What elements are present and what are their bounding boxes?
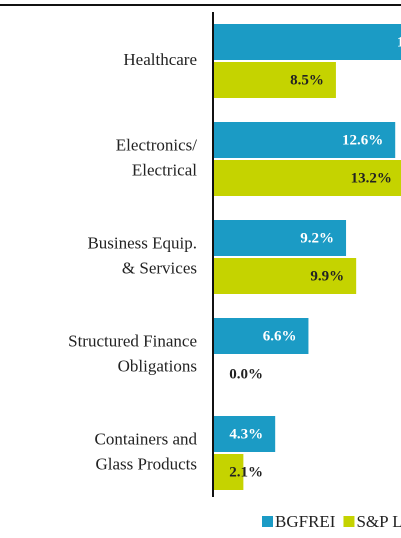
bar xyxy=(213,62,336,98)
bar xyxy=(213,24,401,60)
value-label: 4.3% xyxy=(229,426,263,442)
value-label: 12.6% xyxy=(342,132,383,148)
bar xyxy=(213,220,347,256)
legend-label: S&P LL Index xyxy=(356,512,401,531)
value-label: 6.6% xyxy=(263,328,297,344)
bar xyxy=(213,416,276,452)
value-label: 2.1% xyxy=(229,464,263,480)
category-label: Electronics/Electrical xyxy=(116,135,197,179)
category-label: Structured Finance Obligations xyxy=(68,331,197,375)
value-label: 0.0% xyxy=(229,366,263,382)
category-label: Containers and Glass Products xyxy=(95,429,198,473)
bar xyxy=(213,258,357,294)
legend-label: BGFREI xyxy=(275,512,336,531)
category-label: Business Equip. & Services xyxy=(87,233,197,277)
bar xyxy=(213,454,244,490)
bar xyxy=(213,318,309,354)
value-label: 13.2% xyxy=(351,170,392,186)
value-label: 16.4% xyxy=(397,34,401,50)
value-label: 9.9% xyxy=(310,268,344,284)
legend-swatch xyxy=(262,516,273,527)
category-label: Healthcare xyxy=(123,50,197,69)
bar xyxy=(213,160,401,196)
bar xyxy=(213,122,396,158)
value-label: 8.5% xyxy=(290,72,324,88)
legend-swatch xyxy=(343,516,355,527)
value-label: 9.2% xyxy=(300,230,334,246)
